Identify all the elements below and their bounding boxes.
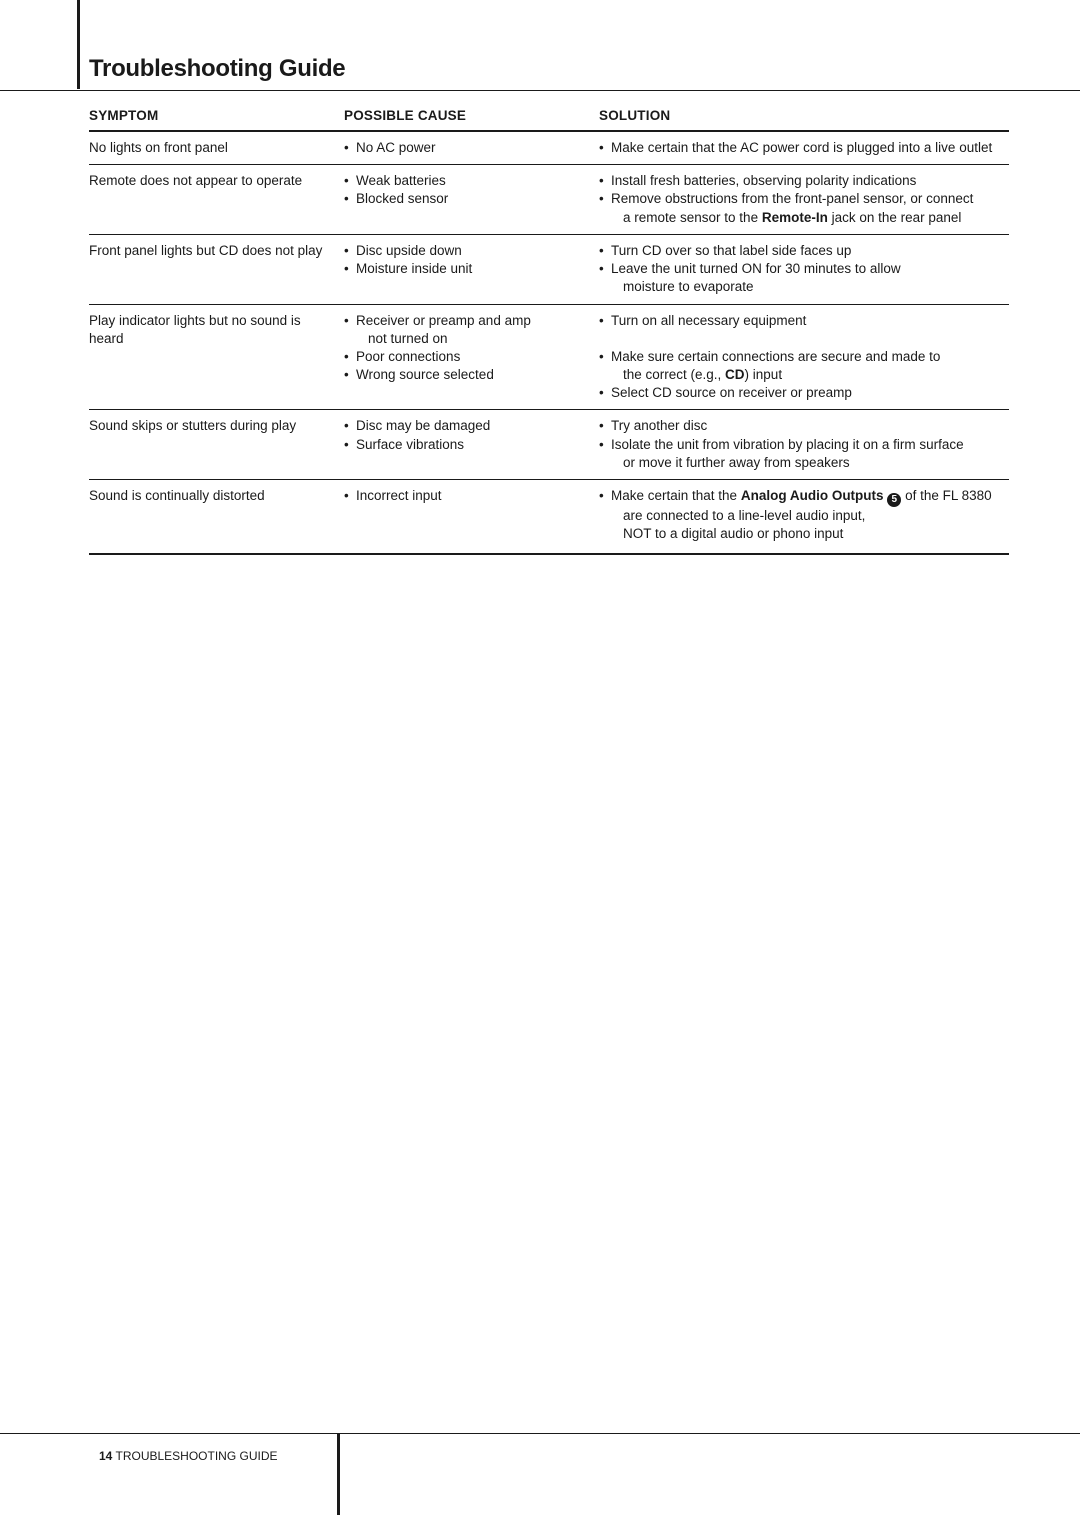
cell-solution: Install fresh batteries, observing polar…	[599, 165, 1009, 235]
cell-cause: Disc may be damagedSurface vibrations	[344, 410, 599, 480]
cell-solution: Make certain that the Analog Audio Outpu…	[599, 480, 1009, 554]
vertical-rule-bottom	[337, 1434, 340, 1515]
cell-symptom: Remote does not appear to operate	[89, 165, 344, 235]
cause-item: Surface vibrations	[344, 436, 583, 454]
table-row: Front panel lights but CD does not playD…	[89, 234, 1009, 304]
table-row: No lights on front panelNo AC power Make …	[89, 131, 1009, 165]
cause-item: No AC power	[344, 139, 583, 157]
vertical-rule-top	[77, 0, 80, 89]
solution-item: Try another disc	[599, 417, 993, 435]
table-row: Sound is continually distortedIncorrect …	[89, 480, 1009, 554]
solution-item: Turn on all necessary equipment	[599, 312, 993, 330]
page-title: Troubleshooting Guide	[89, 55, 345, 83]
heading-underline	[0, 90, 1080, 91]
cause-item: Disc upside down	[344, 242, 583, 260]
solution-item: Remove obstructions from the front-panel…	[599, 190, 993, 226]
table-row: Remote does not appear to operateWeak ba…	[89, 165, 1009, 235]
cell-cause: Weak batteriesBlocked sensor	[344, 165, 599, 235]
cause-item: Wrong source selected	[344, 366, 583, 384]
cell-symptom: Sound is continually distorted	[89, 480, 344, 554]
cell-cause: Disc upside downMoisture inside unit	[344, 234, 599, 304]
cause-item: Incorrect input	[344, 487, 583, 505]
solution-item: Select CD source on receiver or preamp	[599, 384, 993, 402]
col-header-symptom: SYMPTOM	[89, 108, 344, 131]
col-header-cause: POSSIBLE CAUSE	[344, 108, 599, 131]
table-body: No lights on front panelNo AC power Make …	[89, 131, 1009, 554]
col-header-solution: SOLUTION	[599, 108, 1009, 131]
cell-cause: No AC power	[344, 131, 599, 165]
callout-number-icon: 5	[887, 493, 901, 507]
cause-item: Weak batteries	[344, 172, 583, 190]
cause-item: Disc may be damaged	[344, 417, 583, 435]
table-row: Play indicator lights but no sound is he…	[89, 304, 1009, 410]
cell-symptom: No lights on front panel	[89, 131, 344, 165]
table-row: Sound skips or stutters during playDisc …	[89, 410, 1009, 480]
cell-cause: Incorrect input	[344, 480, 599, 554]
cell-symptom: Front panel lights but CD does not play	[89, 234, 344, 304]
solution-item: Turn CD over so that label side faces up	[599, 242, 993, 260]
cell-cause: Receiver or preamp and ampnot turned onP…	[344, 304, 599, 410]
solution-item: Make certain that the AC power cord is p…	[599, 139, 993, 157]
solution-item: Make certain that the Analog Audio Outpu…	[599, 487, 993, 543]
cell-solution: Turn on all necessary equipment Make sure…	[599, 304, 1009, 410]
solution-item: Isolate the unit from vibration by placi…	[599, 436, 993, 472]
footer-rule	[0, 1433, 1080, 1434]
cell-solution: Try another discIsolate the unit from vi…	[599, 410, 1009, 480]
cell-solution: Make certain that the AC power cord is p…	[599, 131, 1009, 165]
cause-item: Receiver or preamp and ampnot turned on	[344, 312, 583, 348]
cell-solution: Turn CD over so that label side faces up…	[599, 234, 1009, 304]
footer-section-label: TROUBLESHOOTING GUIDE	[115, 1449, 277, 1463]
cause-item: Poor connections	[344, 348, 583, 366]
cell-symptom: Play indicator lights but no sound is he…	[89, 304, 344, 410]
solution-item: Leave the unit turned ON for 30 minutes …	[599, 260, 993, 296]
troubleshooting-table: SYMPTOM POSSIBLE CAUSE SOLUTION No light…	[89, 108, 1009, 555]
cause-item: Blocked sensor	[344, 190, 583, 208]
page-number: 14	[99, 1449, 112, 1463]
cause-item: Moisture inside unit	[344, 260, 583, 278]
solution-item: Make sure certain connections are secure…	[599, 348, 993, 384]
solution-item: Install fresh batteries, observing polar…	[599, 172, 993, 190]
footer-text: 14 TROUBLESHOOTING GUIDE	[99, 1449, 278, 1463]
cell-symptom: Sound skips or stutters during play	[89, 410, 344, 480]
